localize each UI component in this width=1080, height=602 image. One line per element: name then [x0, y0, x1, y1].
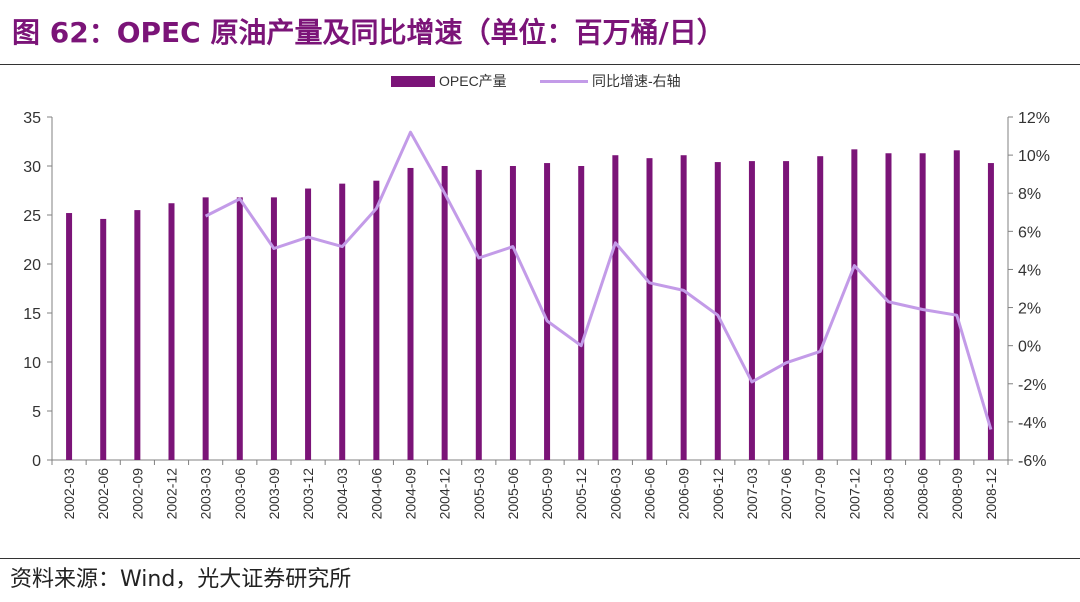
x-tick-label: 2004-03 [334, 468, 350, 520]
legend-line-label: 同比增速-右轴 [592, 73, 681, 89]
bar-opec-production [544, 163, 551, 460]
x-tick-label: 2002-09 [129, 468, 145, 520]
left-tick-label: 20 [23, 257, 41, 274]
bar-series [66, 149, 994, 461]
right-tick-label: -6% [1018, 453, 1046, 470]
x-tick-label: 2006-03 [607, 468, 623, 520]
legend-bar-label: OPEC产量 [439, 73, 507, 89]
right-tick-label: -4% [1018, 415, 1046, 432]
x-tick-label: 2005-06 [505, 468, 521, 520]
source-note: 资料来源：Wind，光大证券研究所 [10, 567, 352, 592]
bar-opec-production [168, 203, 175, 461]
x-tick-label: 2005-09 [539, 468, 555, 520]
axes [47, 116, 1013, 465]
legend: OPEC产量 同比增速-右轴 [391, 73, 681, 89]
bar-opec-production [236, 197, 243, 461]
title-divider [0, 64, 1080, 65]
bar-opec-production [783, 161, 790, 460]
x-tick-label: 2005-03 [471, 468, 487, 520]
bar-opec-production [612, 155, 619, 460]
left-tick-label: 5 [32, 404, 41, 421]
bar-opec-production [441, 166, 448, 460]
x-tick-label: 2006-06 [642, 468, 658, 520]
x-tick-label: 2003-12 [300, 468, 316, 520]
line-yoy-growth [204, 130, 993, 430]
bar-opec-production [475, 169, 482, 461]
bar-opec-production [339, 183, 346, 460]
x-tick-label: 2003-03 [198, 468, 214, 520]
bar-opec-production [987, 163, 994, 460]
x-tick-label: 2007-06 [778, 468, 794, 520]
opec-production-chart: OPEC产量 同比增速-右轴 0 5 10 15 20 25 30 35 -6% -4% -2% 0%… [23, 73, 1050, 519]
right-tick-label: 0% [1018, 339, 1041, 356]
right-tick-label: 4% [1018, 262, 1041, 279]
left-tick-label: 0 [32, 453, 41, 470]
bar-opec-production [509, 166, 516, 460]
x-tick-label: 2008-03 [881, 468, 897, 520]
x-tick-label: 2006-12 [710, 468, 726, 520]
bar-opec-production [578, 166, 585, 460]
x-tick-label: 2004-12 [437, 468, 453, 520]
bar-opec-production [373, 180, 380, 460]
bar-opec-production [407, 167, 414, 460]
bar-opec-production [66, 213, 73, 460]
right-tick-label: 10% [1018, 148, 1050, 165]
x-tick-label: 2007-09 [812, 468, 828, 520]
x-tick-label: 2003-06 [232, 468, 248, 520]
tick-labels: 0 5 10 15 20 25 30 35 -6% -4% -2% 0% 2% 4% 6% 8% 10% 12% 2… [23, 110, 1050, 519]
right-tick-label: 12% [1018, 110, 1050, 127]
line-series [204, 130, 993, 430]
x-tick-label: 2007-12 [846, 468, 862, 520]
x-tick-label: 2007-03 [744, 468, 760, 520]
left-tick-label: 35 [23, 110, 41, 127]
x-tick-label: 2002-06 [95, 468, 111, 520]
left-tick-label: 25 [23, 208, 41, 225]
bar-opec-production [885, 153, 892, 460]
x-tick-label: 2003-09 [266, 468, 282, 520]
bar-opec-production [817, 156, 824, 460]
right-tick-label: 6% [1018, 224, 1041, 241]
left-tick-label: 10 [23, 355, 41, 372]
bar-opec-production [305, 188, 312, 461]
bar-opec-production [748, 161, 755, 460]
x-tick-label: 2004-06 [368, 468, 384, 520]
bar-opec-production [646, 158, 653, 460]
footer-divider [0, 558, 1080, 559]
right-tick-label: -2% [1018, 377, 1046, 394]
x-tick-label: 2008-06 [915, 468, 931, 520]
legend-bar-swatch [391, 76, 435, 87]
bar-opec-production [851, 149, 858, 460]
figure-title: 图 62：OPEC 原油产量及同比增速（单位：百万桶/日） [12, 16, 725, 49]
x-tick-label: 2004-09 [403, 468, 419, 520]
bar-opec-production [270, 197, 277, 461]
left-tick-label: 30 [23, 159, 41, 176]
left-tick-label: 15 [23, 306, 41, 323]
bar-opec-production [919, 153, 926, 460]
x-tick-label: 2002-03 [61, 468, 77, 520]
bar-opec-production [680, 155, 687, 460]
right-tick-label: 2% [1018, 301, 1041, 318]
x-tick-label: 2002-12 [164, 468, 180, 520]
right-tick-label: 8% [1018, 186, 1041, 203]
bar-opec-production [714, 162, 721, 460]
bar-opec-production [100, 218, 107, 460]
x-tick-label: 2008-09 [949, 468, 965, 520]
x-tick-label: 2008-12 [983, 468, 999, 520]
x-tick-label: 2006-09 [676, 468, 692, 520]
bar-opec-production [134, 210, 141, 460]
bar-opec-production [953, 150, 960, 460]
x-tick-label: 2005-12 [573, 468, 589, 520]
bar-opec-production [202, 197, 209, 461]
